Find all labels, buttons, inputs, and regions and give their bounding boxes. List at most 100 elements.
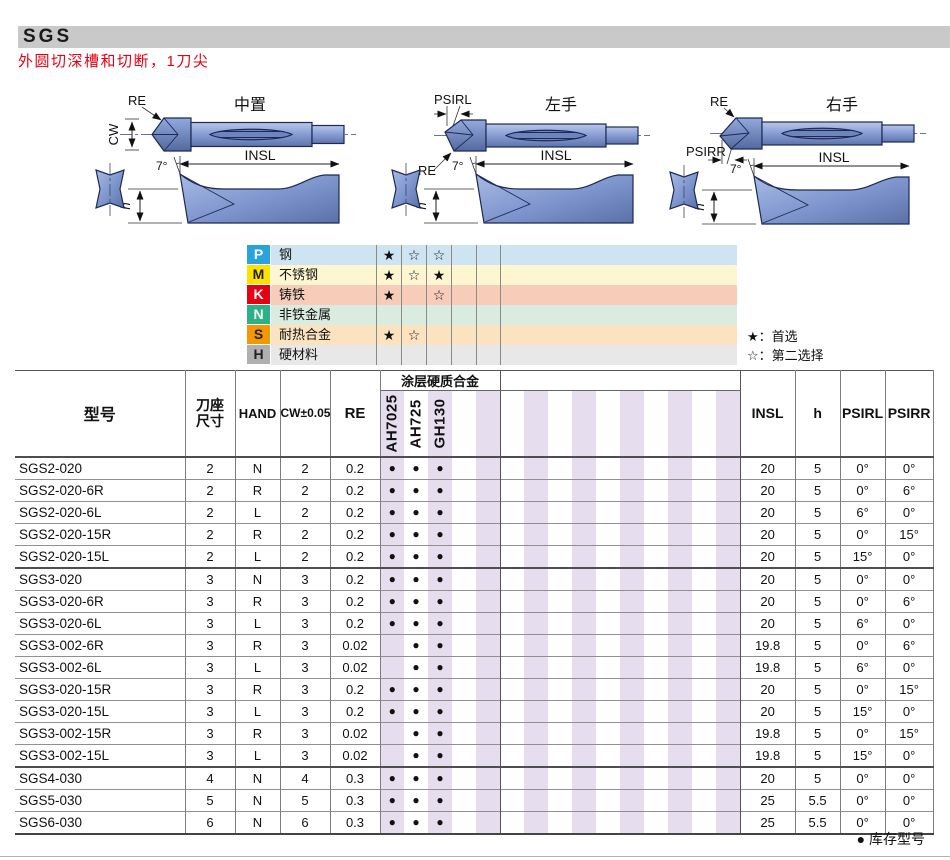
- spacer-cell: [644, 721, 669, 744]
- label-psirr: PSIRR: [686, 144, 726, 159]
- col-header-insl: INSL: [740, 370, 796, 457]
- spacer-cell: [524, 788, 549, 811]
- cw-cell: 6: [280, 810, 331, 835]
- grade-dot-cell: [452, 544, 476, 568]
- spacer-cell: [692, 611, 717, 634]
- grade-dot-cell: ●: [428, 765, 452, 789]
- spacer-cell: [620, 765, 645, 789]
- spec-row: SGS2-020-6R 2 R 2 0.2 ● ● ● 20 5 0° 6°: [15, 478, 934, 501]
- label-insl: INSL: [244, 147, 275, 163]
- h-cell: 5.5: [795, 810, 841, 835]
- spacer-cell: [572, 589, 597, 612]
- spacer-cell: [668, 566, 693, 590]
- spacer-cell: [548, 611, 573, 634]
- spacer-cell: [572, 566, 597, 590]
- hand-cell: R: [235, 589, 281, 612]
- grade-dot-cell: ●: [404, 699, 428, 722]
- grade-dot-cell: [452, 589, 476, 612]
- spacer-cell: [524, 566, 549, 590]
- seat-size-cell: 3: [185, 611, 236, 634]
- grade-dot-cell: ●: [380, 611, 404, 634]
- spacer-cell: [668, 655, 693, 678]
- hand-cell: L: [235, 500, 281, 523]
- insl-cell: 20: [740, 522, 796, 545]
- rating-cell: [476, 305, 501, 325]
- grade-dot-cell: [476, 655, 501, 678]
- psirl-cell: 0°: [840, 677, 886, 700]
- diagram-title: 右手: [826, 96, 858, 114]
- re-cell: 0.2: [330, 699, 381, 722]
- spacer-cell: [620, 721, 645, 744]
- spacer-cell: [524, 677, 549, 700]
- material-badge: P: [247, 245, 270, 264]
- model-cell: SGS3-020: [15, 566, 186, 590]
- label-psirl: PSIRL: [434, 92, 472, 107]
- spacer-cell: [668, 721, 693, 744]
- spacer-cell: [716, 677, 741, 700]
- spacer-cell: [644, 522, 669, 545]
- grade-dot-cell: ●: [404, 611, 428, 634]
- grade-dot-cell: [452, 788, 476, 811]
- spacer-cell: [548, 455, 573, 479]
- insl-cell: 20: [740, 544, 796, 568]
- seat-size-cell: 3: [185, 633, 236, 656]
- spacer-cell: [524, 478, 549, 501]
- spacer-cell: [572, 478, 597, 501]
- col-header-h: h: [795, 370, 841, 457]
- grade-dot-cell: [476, 743, 501, 767]
- spacer-cell: [668, 765, 693, 789]
- spacer-cell: [500, 810, 525, 835]
- psirr-cell: 6°: [885, 589, 934, 612]
- material-badge: N: [247, 305, 270, 324]
- model-cell: SGS3-020-15L: [15, 699, 186, 722]
- spacer-cell: [692, 721, 717, 744]
- psirr-cell: 0°: [885, 500, 934, 523]
- label-cw: CW: [106, 123, 121, 145]
- spec-table-wrapper: 型号 刀座 尺寸 HAND CW±0.05 RE 涂层硬质合金 INSL h P…: [15, 370, 934, 835]
- spacer-cell: [500, 478, 525, 501]
- spacer-cell: [548, 589, 573, 612]
- spacer-cell: [572, 391, 596, 457]
- re-cell: 0.2: [330, 500, 381, 523]
- spacer-cell: [692, 677, 717, 700]
- grade-dot-cell: ●: [404, 544, 428, 568]
- grade-dot-cell: [452, 455, 476, 479]
- spacer-cell: [668, 455, 693, 479]
- spacer-cell: [692, 455, 717, 479]
- spacer-cell: [644, 699, 669, 722]
- spec-row: SGS3-002-6R 3 R 3 0.02 ● ● 19.8 5 0° 6°: [15, 633, 934, 656]
- spacer-cell: [716, 544, 741, 568]
- legend-first-choice: ★：首选: [747, 329, 798, 344]
- h-cell: 5: [795, 699, 841, 722]
- insl-cell: 20: [740, 589, 796, 612]
- grade-dot-cell: [452, 611, 476, 634]
- material-row-S: S 耐热合金 ★ ☆: [247, 325, 737, 345]
- spacer-cell: [596, 391, 620, 457]
- spacer-cell: [596, 810, 621, 835]
- model-cell: SGS2-020: [15, 455, 186, 479]
- hand-cell: R: [235, 633, 281, 656]
- material-badge: S: [247, 325, 270, 344]
- hand-cell: R: [235, 522, 281, 545]
- grade-dot-cell: [476, 478, 501, 501]
- hand-cell: L: [235, 699, 281, 722]
- seat-size-cell: 3: [185, 566, 236, 590]
- material-name: 铸铁: [271, 285, 376, 305]
- spec-row: SGS2-020 2 N 2 0.2 ● ● ● 20 5 0° 0°: [15, 455, 934, 479]
- spacer-cell: [692, 478, 717, 501]
- grade-dot-cell: ●: [404, 788, 428, 811]
- psirl-cell: 15°: [840, 699, 886, 722]
- grade-dot-cell: ●: [428, 810, 452, 835]
- label-re: RE: [710, 94, 728, 109]
- seat-line1: 刀座: [196, 397, 224, 414]
- rating-cell: ★: [376, 265, 401, 285]
- seat-size-cell: 3: [185, 721, 236, 744]
- grade-dot-cell: [452, 743, 476, 767]
- spacer-cell: [692, 391, 716, 457]
- psirr-cell: 15°: [885, 522, 934, 545]
- model-cell: SGS2-020-15R: [15, 522, 186, 545]
- rating-cell: ☆: [426, 245, 451, 265]
- grade-dot-cell: ●: [404, 810, 428, 835]
- model-cell: SGS2-020-6L: [15, 500, 186, 523]
- spacer-cell: [692, 522, 717, 545]
